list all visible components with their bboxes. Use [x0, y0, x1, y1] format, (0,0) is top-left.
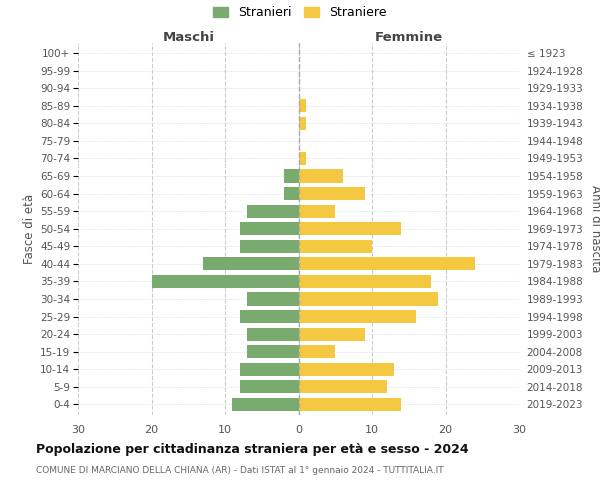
- Y-axis label: Fasce di età: Fasce di età: [23, 194, 36, 264]
- Bar: [232, 398, 299, 411]
- Bar: [299, 292, 438, 306]
- Bar: [240, 380, 299, 394]
- Bar: [240, 222, 299, 235]
- Legend: Stranieri, Straniere: Stranieri, Straniere: [213, 6, 387, 19]
- Bar: [299, 275, 431, 288]
- Text: Maschi: Maschi: [162, 32, 214, 44]
- Bar: [299, 380, 387, 394]
- Bar: [299, 398, 401, 411]
- Bar: [299, 328, 365, 341]
- Bar: [299, 170, 343, 182]
- Bar: [247, 328, 299, 341]
- Bar: [247, 204, 299, 218]
- Bar: [299, 240, 372, 253]
- Bar: [299, 187, 365, 200]
- Text: Popolazione per cittadinanza straniera per età e sesso - 2024: Popolazione per cittadinanza straniera p…: [36, 442, 469, 456]
- Bar: [299, 258, 475, 270]
- Bar: [299, 222, 401, 235]
- Bar: [203, 258, 299, 270]
- Text: COMUNE DI MARCIANO DELLA CHIANA (AR) - Dati ISTAT al 1° gennaio 2024 - TUTTITALI: COMUNE DI MARCIANO DELLA CHIANA (AR) - D…: [36, 466, 443, 475]
- Bar: [247, 345, 299, 358]
- Bar: [247, 292, 299, 306]
- Bar: [299, 362, 394, 376]
- Text: Femmine: Femmine: [374, 32, 443, 44]
- Bar: [299, 152, 306, 165]
- Bar: [240, 310, 299, 323]
- Bar: [299, 116, 306, 130]
- Bar: [284, 187, 299, 200]
- Bar: [299, 310, 416, 323]
- Y-axis label: Anni di nascita: Anni di nascita: [589, 185, 600, 272]
- Bar: [299, 99, 306, 112]
- Bar: [299, 204, 335, 218]
- Bar: [151, 275, 299, 288]
- Bar: [299, 345, 335, 358]
- Bar: [240, 240, 299, 253]
- Bar: [284, 170, 299, 182]
- Bar: [240, 362, 299, 376]
